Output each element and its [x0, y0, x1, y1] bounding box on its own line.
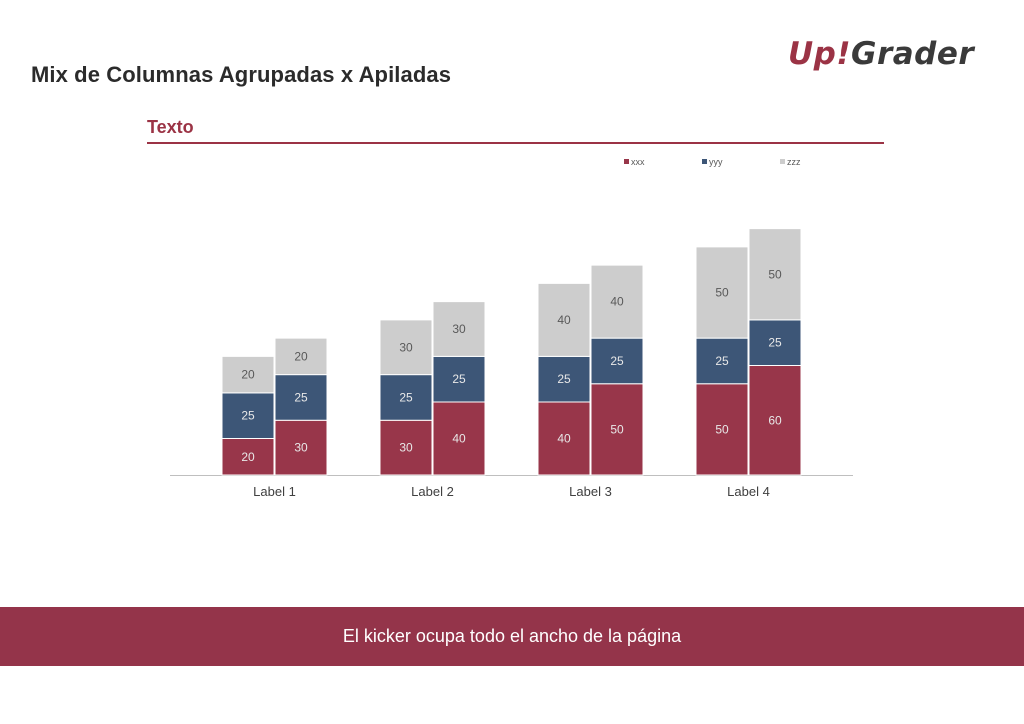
data-label-xxx-4-1: 50: [715, 422, 729, 436]
data-label-zzz-4-2: 50: [768, 267, 782, 281]
legend-swatch-yyy: [702, 159, 707, 164]
bar-zzz-2-2: [432, 301, 486, 357]
bar-yyy-1-2: [274, 374, 328, 421]
data-label-zzz-2-1: 30: [399, 340, 413, 354]
logo-part-grader: Grader: [851, 36, 975, 72]
data-label-yyy-4-1: 25: [715, 354, 729, 368]
bar-yyy-4-1: [695, 337, 749, 385]
bar-zzz-1-2: [274, 337, 328, 376]
data-label-xxx-4-2: 60: [768, 413, 782, 427]
bar-xxx-3-2: [590, 383, 644, 476]
bar-zzz-2-1: [379, 319, 433, 376]
section-divider: [147, 142, 884, 144]
bar-zzz-4-1: [695, 246, 749, 339]
data-label-xxx-1-2: 30: [294, 441, 308, 455]
data-label-xxx-2-1: 30: [399, 441, 413, 455]
data-label-yyy-2-1: 25: [399, 390, 413, 404]
kicker-text: El kicker ocupa todo el ancho de la pági…: [342, 626, 682, 646]
x-tick-label-3: Label 3: [569, 484, 612, 499]
data-label-xxx-3-2: 50: [610, 422, 624, 436]
data-label-yyy-1-1: 25: [241, 409, 255, 423]
page-title: Mix de Columnas Agrupadas x Apiladas: [31, 62, 452, 87]
data-label-yyy-1-2: 25: [294, 390, 308, 404]
bar-xxx-4-1: [695, 383, 749, 476]
legend-label-yyy: yyy: [709, 157, 723, 167]
data-label-yyy-3-2: 25: [610, 354, 624, 368]
legend-swatch-xxx: [624, 159, 629, 164]
logo-part-up: Up: [788, 36, 837, 72]
bar-yyy-2-1: [379, 374, 433, 421]
x-tick-label-4: Label 4: [727, 484, 770, 499]
data-label-xxx-1-1: 20: [241, 450, 255, 464]
data-label-yyy-2-2: 25: [452, 372, 466, 386]
bar-xxx-4-2: [748, 365, 802, 476]
data-label-yyy-3-1: 25: [557, 372, 571, 386]
section-title: Texto: [147, 117, 194, 137]
data-label-xxx-2-2: 40: [452, 432, 466, 446]
bar-xxx-3-1: [537, 401, 591, 476]
x-tick-label-1: Label 1: [253, 484, 296, 499]
bar-zzz-1-1: [221, 355, 275, 394]
legend-label-zzz: zzz: [787, 157, 801, 167]
data-label-xxx-3-1: 40: [557, 432, 571, 446]
kicker-band: El kicker ocupa todo el ancho de la pági…: [0, 607, 1024, 666]
bar-zzz-3-1: [537, 282, 591, 357]
stacked-grouped-column-chart: 20 25 20 30 25 20 Label 1 30 25 30 40 25 30 Label 2 40…: [170, 157, 853, 499]
bar-xxx-2-1: [379, 419, 433, 476]
data-label-zzz-2-2: 30: [452, 322, 466, 336]
bar-zzz-4-2: [748, 228, 802, 321]
brand-logo: Up!Grader: [788, 36, 974, 72]
data-label-zzz-3-2: 40: [610, 295, 624, 309]
data-label-zzz-1-1: 20: [241, 368, 255, 382]
data-label-zzz-1-2: 20: [294, 349, 308, 363]
data-label-zzz-4-1: 50: [715, 286, 729, 300]
logo-part-bang: !: [836, 36, 852, 72]
bar-yyy-2-2: [432, 355, 486, 403]
legend-swatch-zzz: [780, 159, 785, 164]
bar-zzz-3-2: [590, 264, 644, 339]
bar-xxx-2-2: [432, 401, 486, 476]
x-tick-label-2: Label 2: [411, 484, 454, 499]
legend-label-xxx: xxx: [631, 157, 645, 167]
bar-yyy-3-2: [590, 337, 644, 385]
bar-yyy-4-2: [748, 319, 802, 366]
data-label-yyy-4-2: 25: [768, 336, 782, 350]
data-label-zzz-3-1: 40: [557, 313, 571, 327]
bar-yyy-3-1: [537, 355, 591, 403]
